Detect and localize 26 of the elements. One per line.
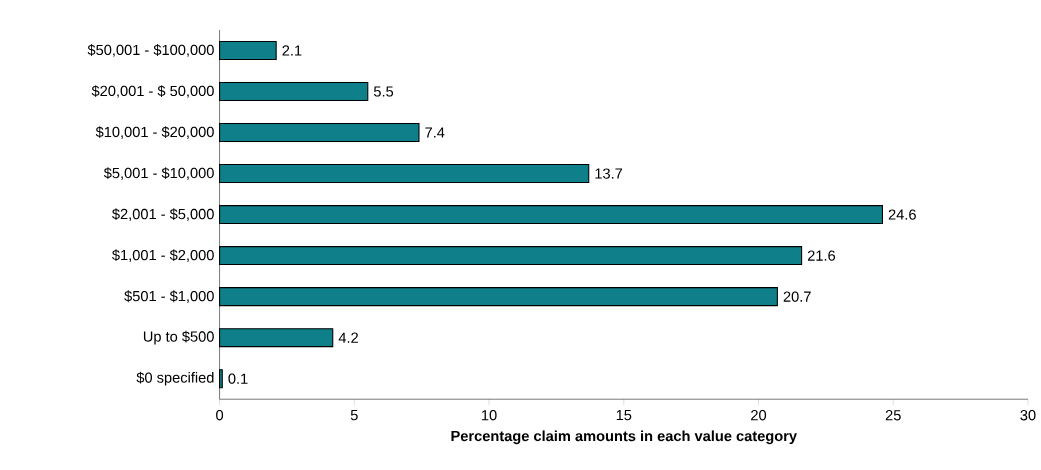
y-tick-label: $2,001 - $5,000 [112, 208, 214, 221]
data-label: 7.4 [425, 127, 445, 138]
x-tick-label: 10 [482, 410, 497, 421]
data-label: 2.1 [282, 45, 302, 56]
x-tick-label: 0 [216, 410, 224, 421]
y-tick-label: $50,001 - $100,000 [87, 44, 214, 57]
x-tick-label: 20 [751, 410, 767, 421]
data-label: 24.6 [888, 209, 916, 220]
y-tick-label: Up to $500 [143, 330, 214, 345]
data-label: 5.5 [373, 86, 394, 97]
data-label: 13.7 [595, 168, 623, 179]
x-tick-label: 15 [616, 410, 632, 421]
x-axis-title: Percentage claim amounts in each value category [451, 430, 797, 445]
data-label: 21.6 [807, 250, 836, 261]
y-tick-label: $1,001 - $2,000 [112, 249, 214, 262]
data-label: 4.2 [338, 332, 358, 343]
data-label: 20.7 [783, 291, 811, 302]
y-tick-label: $5,001 - $10,000 [103, 167, 214, 180]
y-tick-label: $501 - $1,000 [124, 290, 214, 303]
x-tick-label: 5 [350, 410, 358, 421]
x-tick-label: 25 [885, 410, 901, 421]
y-tick-label: $0 specified [136, 371, 214, 386]
y-tick-label: $10,001 - $20,000 [95, 126, 214, 139]
y-tick-label: $20,001 - $ 50,000 [91, 85, 214, 98]
x-tick-label: 30 [1020, 410, 1036, 421]
data-label: 0.1 [228, 373, 248, 384]
